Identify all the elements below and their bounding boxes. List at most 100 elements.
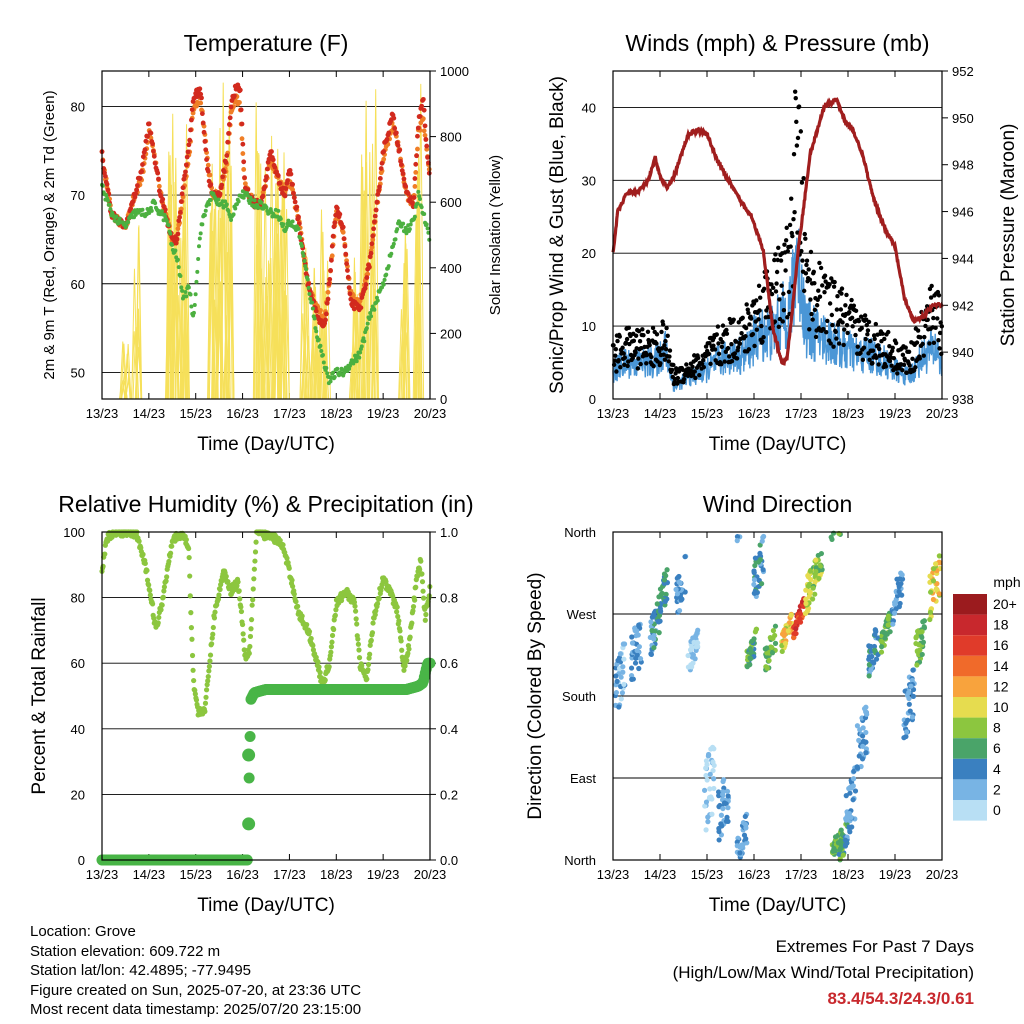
gust-point [801,176,806,181]
colorbar-swatch [953,779,987,800]
rh-point [374,601,381,607]
data-point [294,204,300,210]
rh-point [394,609,400,615]
gust-point [901,362,907,368]
direction-point [716,837,722,843]
rh-point [161,584,168,590]
colorbar-label: 0 [993,802,1001,818]
data-point [362,339,367,344]
gust-point [936,293,942,298]
data-point [403,183,409,189]
data-point [424,143,430,149]
rh-point [333,607,339,613]
data-point [419,103,425,109]
direction-point [847,790,853,796]
gust-point [661,352,666,357]
data-point [128,206,134,212]
rh-point [376,595,382,602]
rh-point [251,576,257,582]
gust-point [783,238,789,243]
gust-point [647,342,652,348]
direction-point [914,662,920,668]
data-point [422,123,428,129]
direction-point [906,701,912,707]
rh-point [373,608,379,614]
gust-point [809,311,814,317]
data-point [139,169,145,174]
rh-point [329,632,336,639]
y-tick-label: 10 [582,319,596,334]
direction-point [636,622,642,628]
gust-point [799,248,804,254]
gust-point [787,222,793,228]
gust-point [887,358,893,364]
direction-point [782,640,789,647]
gust-point [827,282,832,287]
x-tick-label: 16/23 [738,406,771,421]
direction-point [909,714,916,720]
data-point [217,191,223,197]
gust-point [791,152,797,157]
direction-point [836,851,842,857]
data-point [179,191,185,197]
direction-point [882,635,888,641]
gust-point [925,317,930,323]
direction-point [735,835,741,841]
gust-point [651,363,656,369]
gust-point [880,331,885,336]
solar-spike [398,334,406,400]
direction-point [710,759,716,765]
gust-point [751,301,757,306]
direction-point [803,587,809,593]
data-point [105,187,111,193]
x-tick-label: 20/23 [926,867,959,882]
data-point [325,371,330,376]
data-point [420,96,426,102]
gust-point [697,372,702,378]
direction-point [702,803,708,809]
direction-point [734,839,740,845]
solar-spike [412,214,420,400]
x-tick-label: 19/23 [367,406,400,421]
direction-point [818,550,825,557]
x-tick-label: 17/23 [785,406,818,421]
colorbar-title: mph [993,574,1020,590]
x-tick-label: 18/23 [832,867,865,882]
rh-point [211,615,218,621]
direction-point [910,667,916,673]
solar-spike [227,199,235,400]
colorbar-swatch [953,800,987,821]
extremes-subtitle: (High/Low/Max Wind/Total Precipitation) [672,963,974,982]
data-point [180,185,186,191]
data-point [412,176,418,181]
data-point [241,167,247,172]
solar-spike [351,347,359,400]
rh-point [417,566,423,573]
data-point [104,193,109,198]
gust-point [773,252,778,257]
direction-point [873,656,880,662]
x-tick-label: 15/23 [691,406,724,421]
direction-point [849,824,855,830]
y-tick-label: North [564,525,596,540]
data-point [189,107,195,113]
direction-point [760,567,766,573]
gust-point [939,351,944,357]
rh-point [210,624,216,631]
data-point [305,277,310,282]
data-point [372,219,377,225]
data-point [195,269,200,274]
direction-point [866,673,872,679]
rh-point [367,642,373,648]
direction-point [860,738,867,744]
data-point [126,220,131,225]
x-tick-label: 13/23 [86,867,119,882]
gust-point [818,265,824,271]
data-point [198,231,203,236]
gust-point [794,119,799,125]
direction-point [828,534,834,540]
direction-point [813,557,819,563]
rh-point [405,650,411,656]
direction-point [903,733,909,740]
direction-point [759,581,765,587]
